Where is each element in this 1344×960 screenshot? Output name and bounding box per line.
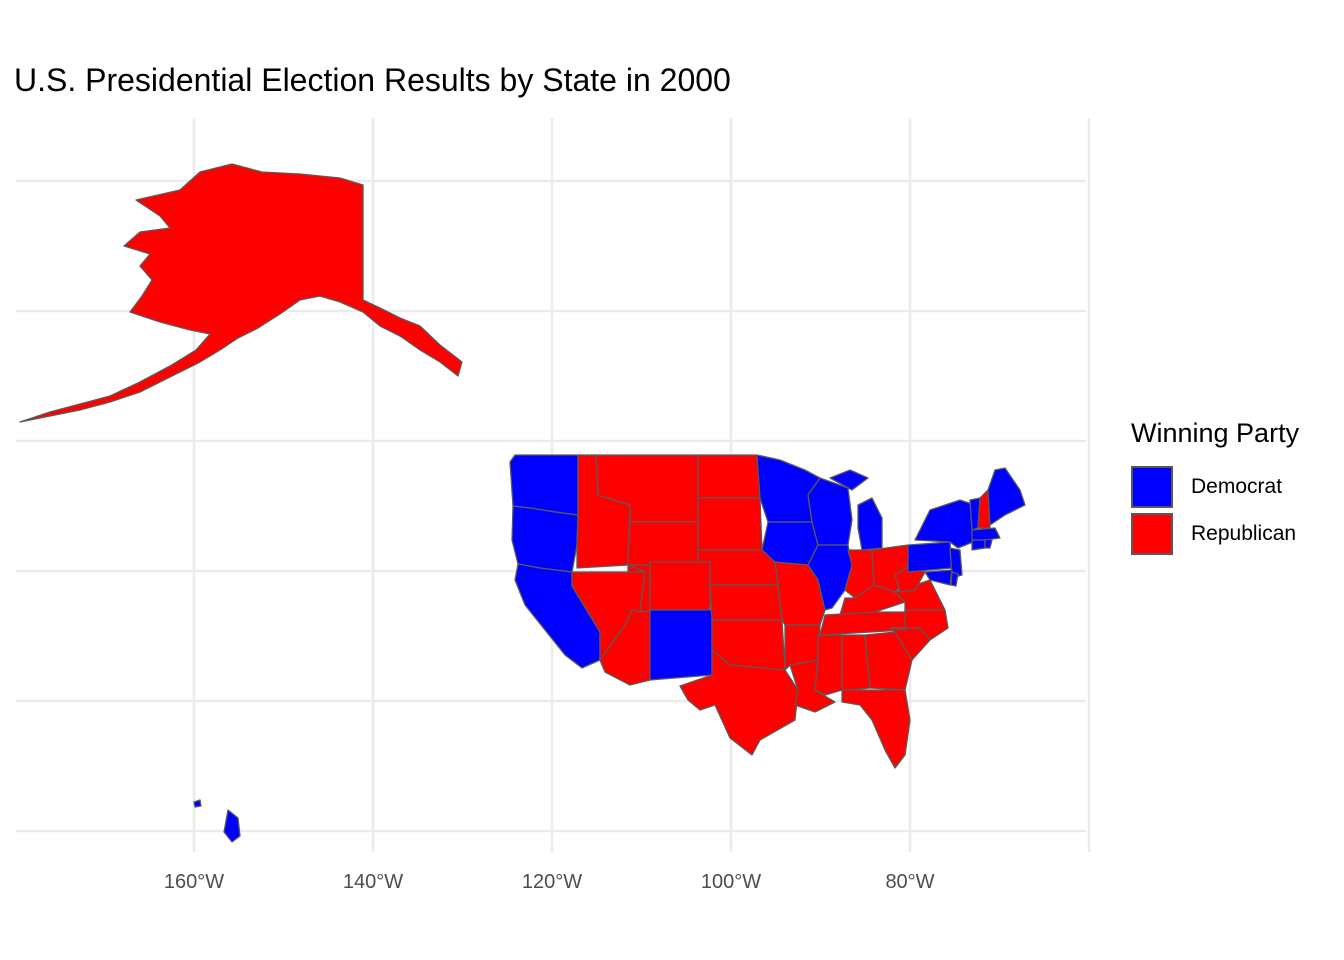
legend-item-democrat: Democrat <box>1131 463 1299 510</box>
x-tick-label: 160°W <box>164 871 224 893</box>
legend-swatch-democrat <box>1131 465 1173 508</box>
state-massachusetts <box>971 527 1001 541</box>
state-maryland <box>924 569 953 586</box>
state-north-carolina <box>889 609 949 641</box>
x-tick-label: 80°W <box>885 871 934 893</box>
state-connecticut <box>971 539 986 551</box>
state-kansas <box>709 584 783 621</box>
state-georgia <box>864 631 913 691</box>
state-washington <box>509 454 579 516</box>
state-texas <box>679 649 799 756</box>
state-new-jersey <box>949 547 963 579</box>
state-nebraska <box>697 549 779 586</box>
x-tick-label: 100°W <box>701 871 761 893</box>
legend-label-democrat: Democrat <box>1191 474 1283 498</box>
legend-item-republican: Republican <box>1131 510 1299 557</box>
state-shapes <box>19 163 1026 843</box>
chart-title: U.S. Presidential Election Results by St… <box>14 62 731 98</box>
state-iowa <box>761 521 819 566</box>
state-florida <box>841 689 911 769</box>
legend-swatch-republican <box>1131 512 1173 555</box>
state-delaware <box>950 571 959 587</box>
x-tick-label: 140°W <box>343 871 403 893</box>
state-maine <box>987 467 1026 526</box>
legend-title: Winning Party <box>1131 418 1300 448</box>
state-colorado <box>649 561 711 611</box>
state-mississippi <box>814 634 843 696</box>
state-pennsylvania <box>907 541 953 573</box>
state-virginia <box>894 579 946 611</box>
x-axis-ticks: 160°W 140°W 120°W 100°W 80°W <box>164 871 935 893</box>
state-north-dakota <box>697 454 761 499</box>
state-new-hampshire <box>977 489 991 529</box>
state-california <box>514 563 601 669</box>
x-tick-label: 120°W <box>522 871 582 893</box>
legend: Winning Party Democrat Republican <box>1131 418 1299 557</box>
state-oregon <box>511 505 579 573</box>
state-south-dakota <box>697 497 763 551</box>
state-alaska <box>19 163 463 423</box>
state-hawaii <box>193 799 241 843</box>
state-alabama <box>841 634 871 691</box>
state-new-york <box>914 499 979 549</box>
state-new-mexico <box>649 609 713 681</box>
legend-label-republican: Republican <box>1191 521 1297 545</box>
state-wisconsin <box>807 477 853 546</box>
